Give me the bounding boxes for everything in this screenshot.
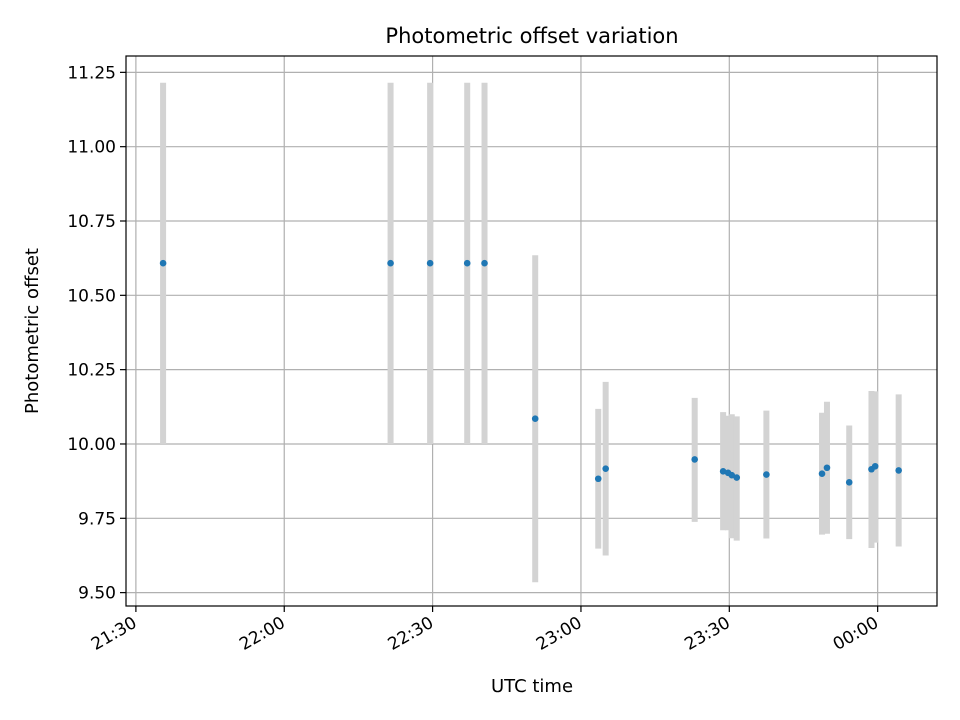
grid: [126, 56, 937, 606]
data-point: [594, 475, 602, 483]
data-point: [845, 479, 853, 486]
y-tick-label: 9.50: [78, 584, 116, 604]
x-axis: 21:30 22:00 22:30 23:00 23:30 00:00: [88, 606, 882, 655]
y-axis-label: Photometric offset: [22, 248, 43, 414]
data-point: [728, 471, 736, 479]
data-point: [531, 415, 539, 423]
x-tick-label: 00:00: [830, 613, 882, 655]
y-tick-label: 11.00: [67, 138, 116, 158]
x-tick-label: 23:00: [533, 613, 585, 655]
data-point: [463, 259, 471, 267]
data-point: [426, 259, 434, 267]
data-point: [895, 467, 902, 474]
x-tick-label: 21:30: [88, 613, 140, 655]
data-point: [763, 471, 770, 478]
data-point: [818, 470, 826, 478]
y-tick-label: 9.75: [78, 509, 116, 529]
data-point: [481, 259, 488, 267]
chart-title: Photometric offset variation: [385, 24, 678, 48]
x-tick-label: 22:00: [236, 613, 288, 655]
data-point: [602, 465, 609, 472]
y-axis: 9.50 9.75 10.00 10.25 10.50 10.75 11.00 11.25: [67, 63, 126, 604]
data-point: [733, 474, 741, 481]
data-point: [823, 464, 831, 472]
y-tick-label: 10.50: [67, 286, 116, 306]
x-axis-label: UTC time: [491, 676, 573, 697]
y-tick-label: 10.75: [67, 212, 116, 232]
data-point: [691, 456, 698, 463]
x-tick-label: 23:30: [681, 613, 733, 655]
y-tick-label: 10.25: [67, 361, 116, 381]
data-points: [159, 259, 902, 486]
error-bars: [160, 82, 902, 583]
plot-frame: [125, 55, 938, 607]
y-tick-label: 11.25: [67, 63, 116, 83]
y-tick-label: 10.00: [67, 435, 116, 455]
x-tick-label: 22:30: [385, 613, 437, 655]
data-point: [871, 462, 879, 470]
data-point: [159, 259, 167, 267]
data-point: [387, 259, 394, 267]
